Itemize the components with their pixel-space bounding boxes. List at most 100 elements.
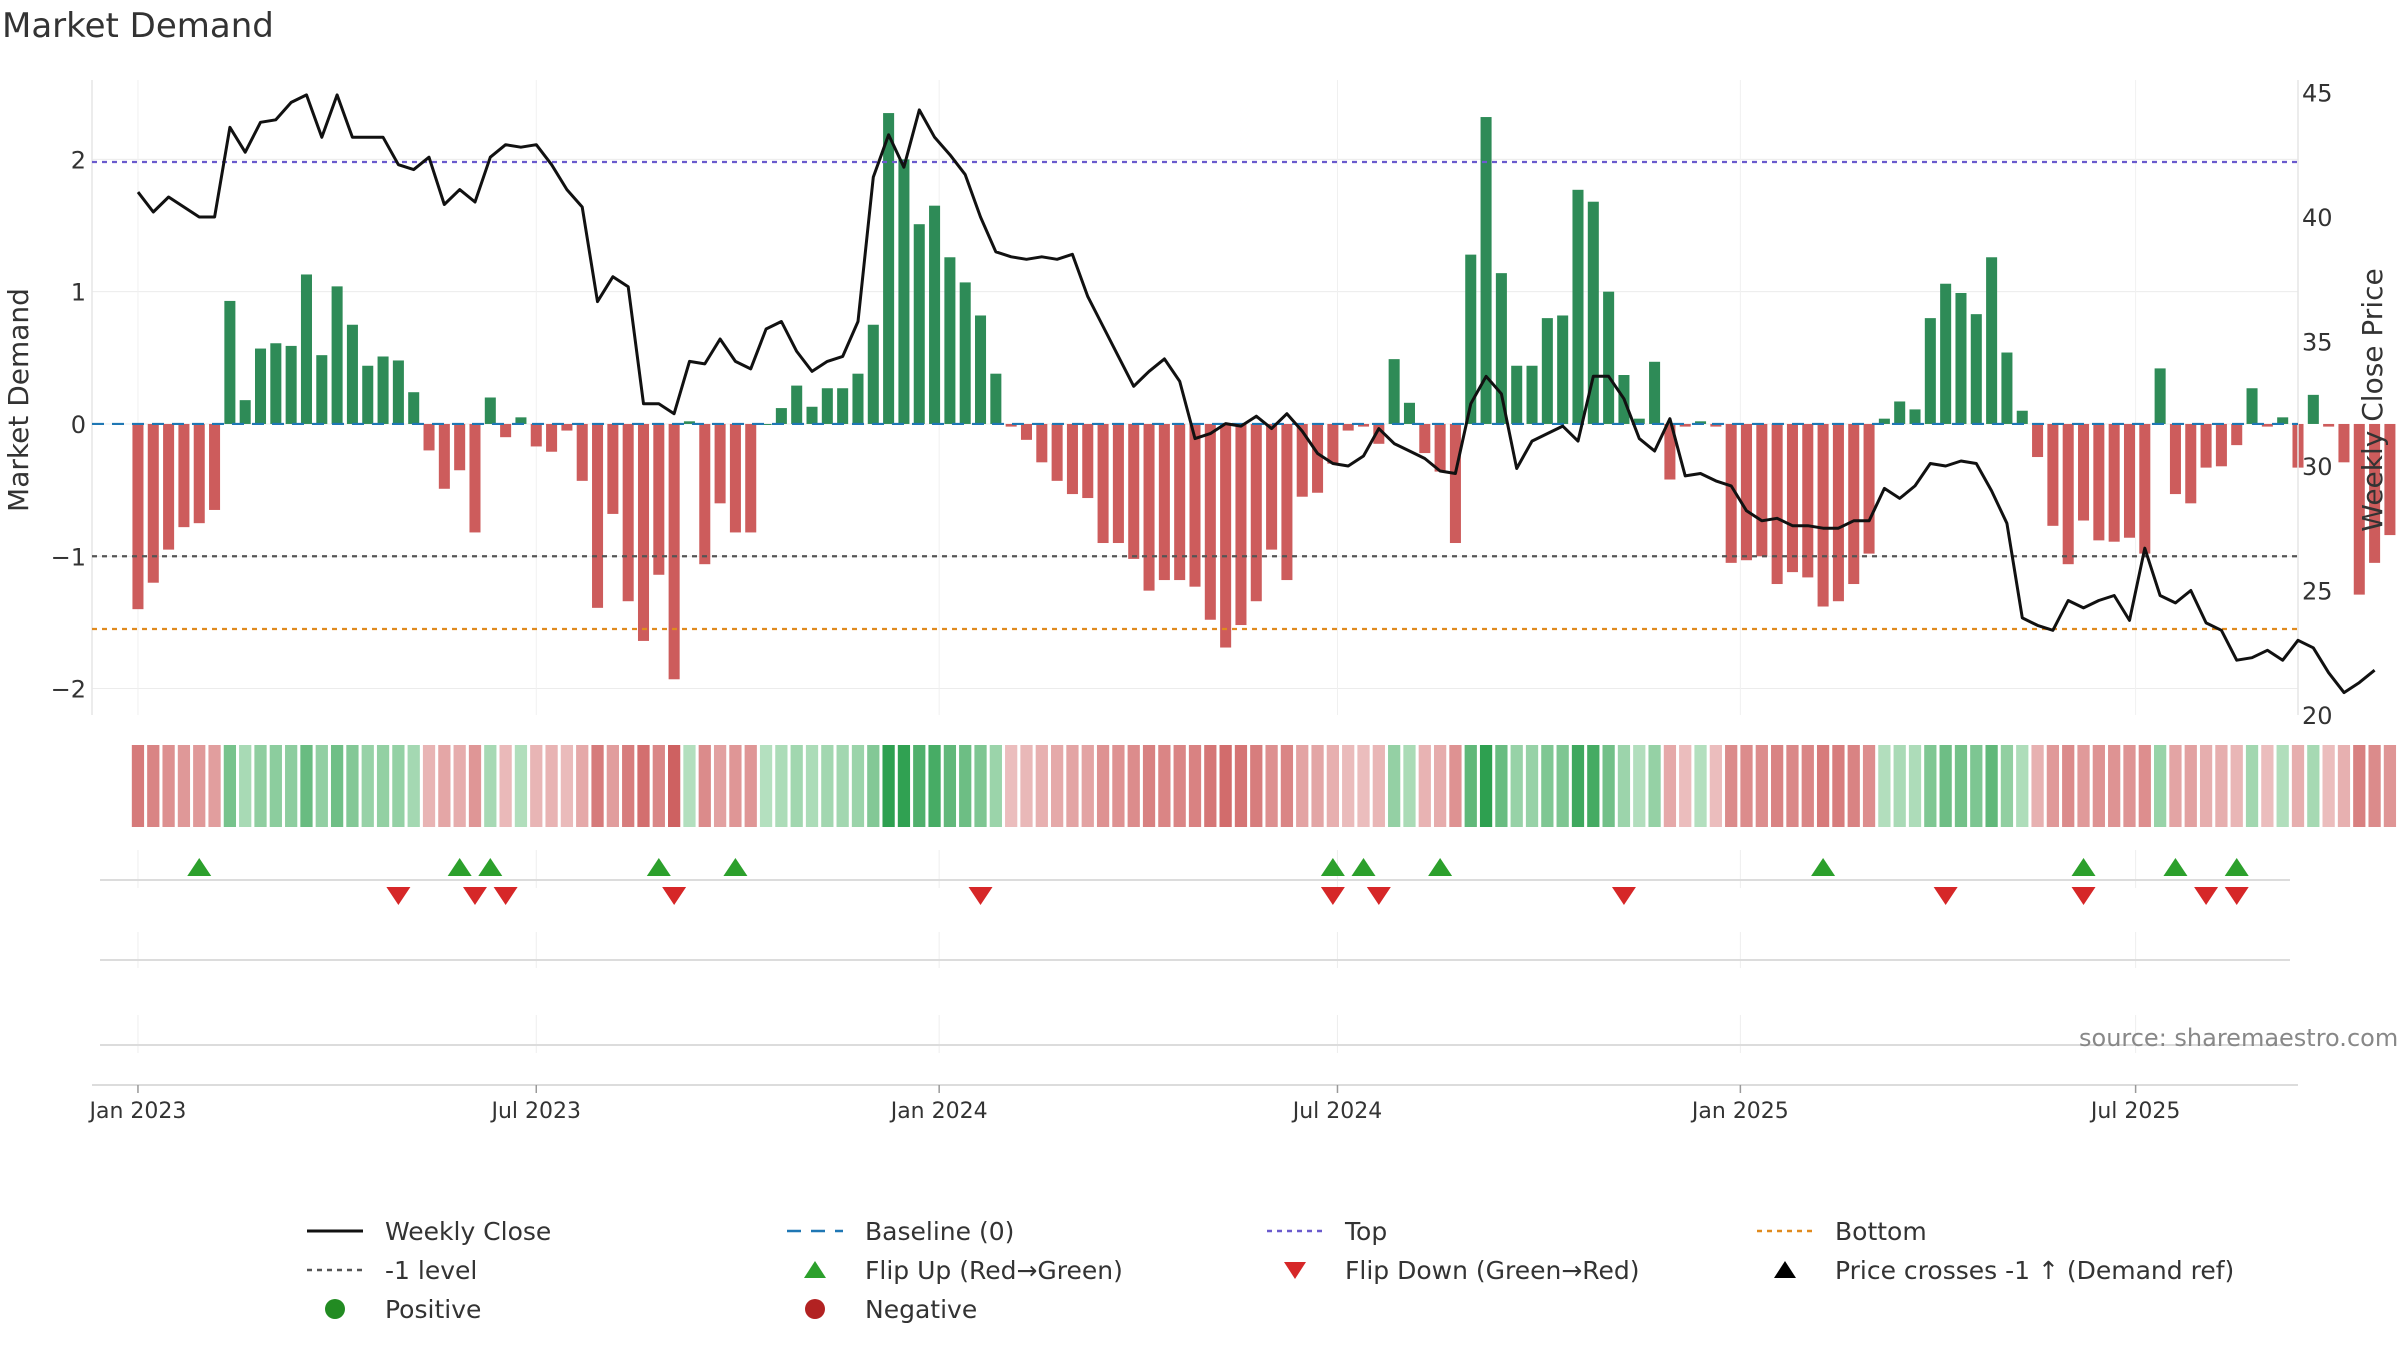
demand-bar (592, 423, 604, 608)
demand-bar (2139, 423, 2151, 554)
right-tick-label: 40 (2302, 204, 2333, 232)
demand-bar (147, 423, 159, 583)
heat-cell (269, 745, 282, 827)
heat-cell (1464, 745, 1477, 827)
heat-cell (1127, 745, 1140, 827)
flip-up-marker (723, 858, 748, 876)
demand-bar (1281, 423, 1293, 581)
demand-bar (1342, 423, 1354, 431)
demand-bars (132, 113, 2396, 680)
demand-bar (561, 423, 573, 431)
heat-cell (2077, 745, 2090, 827)
demand-bar (1756, 423, 1768, 557)
heat-cell (1035, 745, 1048, 827)
demand-bar (1097, 423, 1109, 544)
demand-bar (454, 423, 466, 471)
demand-bar (1357, 423, 1370, 427)
demand-bar (821, 388, 833, 424)
demand-bar (224, 300, 236, 424)
source-credit: source: sharemaestro.com (2079, 1024, 2399, 1052)
demand-bar (1863, 423, 1875, 554)
heat-cell (2199, 745, 2213, 827)
heat-cell (913, 745, 926, 827)
heat-cell (407, 745, 420, 827)
legend-triangle (804, 1261, 826, 1278)
demand-bar (132, 423, 144, 610)
heat-cell (2031, 745, 2044, 827)
demand-bar (392, 360, 404, 424)
legend-item-negative: Negative (785, 1292, 977, 1326)
demand-bar (1695, 421, 1707, 424)
demand-bar (2001, 352, 2013, 424)
heat-cell (315, 745, 328, 827)
demand-bar (1189, 423, 1201, 587)
demand-bar (898, 159, 910, 424)
demand-bar (1036, 423, 1048, 463)
heat-cell (1939, 745, 1952, 827)
demand-bar (2093, 423, 2105, 541)
flip-up-marker (646, 858, 671, 876)
heat-cell (300, 745, 313, 827)
heat-cell (499, 745, 512, 827)
legend-item-price-cross: Price crosses -1 ↑ (Demand ref) (1755, 1253, 2234, 1287)
flip-up-marker (2224, 858, 2249, 876)
flip-down-marker (386, 887, 411, 905)
flip-down-marker (2224, 887, 2249, 905)
demand-bar (2307, 394, 2319, 424)
legend-symbol (1284, 1262, 1306, 1279)
heat-cell (514, 745, 528, 827)
heat-cell (713, 745, 727, 827)
demand-bar (346, 324, 358, 424)
heat-cell (1847, 745, 1860, 827)
demand-bar (1526, 365, 1538, 424)
heat-cell (484, 745, 497, 827)
demand-bar (1495, 273, 1507, 424)
legend-item-weekly-close: Weekly Close (305, 1214, 551, 1248)
demand-bar (1312, 423, 1324, 493)
heat-cell (330, 745, 344, 827)
heat-cell (1096, 745, 1110, 827)
demand-bar (852, 373, 864, 424)
demand-bar (1066, 423, 1078, 495)
demand-bar (975, 315, 987, 424)
demand-bar (1786, 423, 1798, 573)
demand-bar (944, 257, 956, 424)
demand-bar (1986, 257, 1998, 424)
heat-cell (1449, 745, 1462, 827)
heat-cell (2016, 745, 2029, 827)
legend-item-baseline: Baseline (0) (785, 1214, 1014, 1248)
legend-symbol (805, 1299, 825, 1319)
chart-title: Market Demand (2, 6, 274, 46)
demand-bar (913, 224, 925, 424)
heat-cell (177, 745, 191, 827)
heat-cell (2383, 745, 2397, 827)
right-axis-title: Weekly Close Price (2356, 268, 2389, 531)
demand-bar (2369, 423, 2381, 563)
heat-cell (1816, 745, 1830, 827)
heat-cell (1112, 745, 1125, 827)
heat-cell (361, 745, 374, 827)
heat-cell (821, 745, 834, 827)
demand-bar (2246, 388, 2258, 424)
demand-bar (2384, 423, 2396, 536)
demand-bar (576, 423, 588, 481)
heat-cell (239, 745, 252, 827)
demand-bar (745, 423, 757, 533)
legend-label: Bottom (1835, 1216, 1927, 1246)
heat-cell (2261, 745, 2274, 827)
right-tick-label: 30 (2302, 453, 2333, 481)
left-tick-label: −2 (51, 676, 86, 704)
demand-bar (1020, 423, 1033, 440)
heat-cell (1005, 745, 1018, 827)
heat-cell (1648, 745, 1661, 827)
left-tick-label: 0 (71, 411, 86, 439)
heat-cell (2291, 745, 2305, 827)
demand-bar (546, 423, 558, 452)
demand-bar (1924, 318, 1936, 424)
legend-symbol (307, 1268, 363, 1272)
heat-cell (1602, 745, 1615, 827)
demand-bar (760, 423, 772, 425)
heat-cell (867, 745, 880, 827)
demand-bar (729, 423, 741, 533)
demand-bar (1817, 423, 1829, 607)
